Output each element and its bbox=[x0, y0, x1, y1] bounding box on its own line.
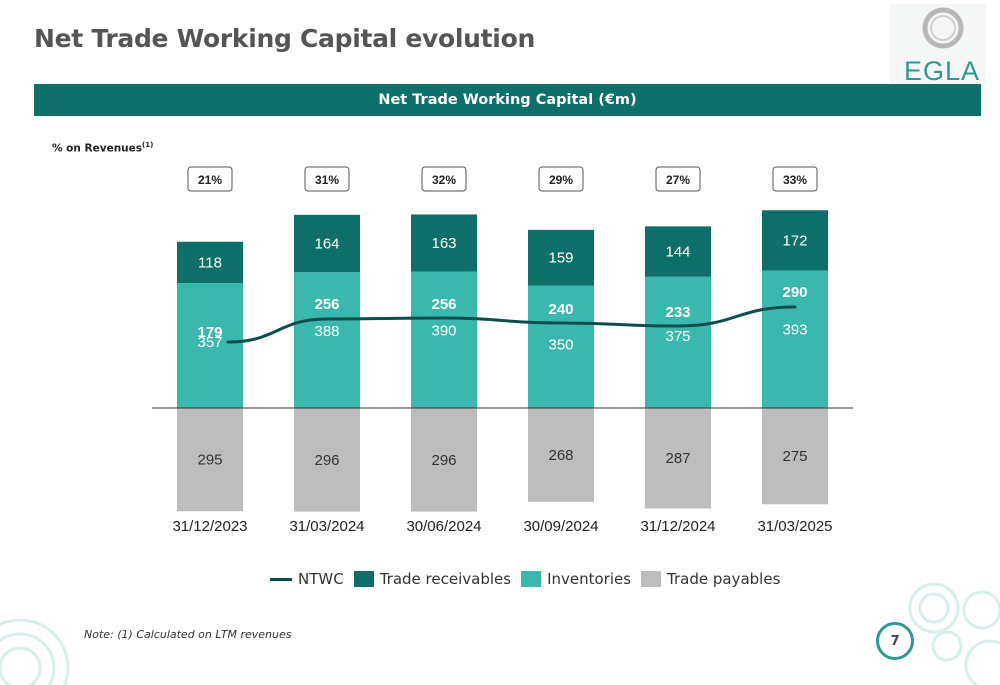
x-tick-label: 31/12/2023 bbox=[172, 518, 247, 535]
data-label-trade-receivables: 164 bbox=[314, 236, 339, 253]
data-label-ntwc: 256 bbox=[314, 296, 339, 313]
pct-on-revenues-value: 33% bbox=[783, 173, 807, 187]
x-tick-label: 30/06/2024 bbox=[406, 518, 481, 535]
data-label-ntwc: 256 bbox=[431, 296, 456, 313]
bar-trade-payables bbox=[645, 408, 711, 509]
page-title: Net Trade Working Capital evolution bbox=[34, 24, 535, 53]
data-label-ntwc: 179 bbox=[197, 324, 222, 341]
bar-inventories bbox=[762, 270, 828, 408]
data-label-trade-receivables: 159 bbox=[548, 250, 573, 267]
pct-on-revenues-label: % on Revenues(1) bbox=[52, 141, 153, 155]
ntwc-line bbox=[226, 305, 797, 344]
bar-trade-receivables bbox=[528, 229, 594, 286]
data-label-inventories: 393 bbox=[782, 321, 807, 338]
pct-on-revenues-value: 27% bbox=[666, 173, 690, 187]
bar-inventories bbox=[294, 272, 360, 408]
pct-box bbox=[655, 166, 701, 192]
legend-item-inventories: Inventories bbox=[521, 570, 631, 588]
ntwc-chart: 118 357 295 31/12/2023 21% 164 388 296 31/03/202… bbox=[152, 166, 853, 535]
bar-inventories bbox=[411, 271, 477, 408]
pct-box bbox=[421, 166, 467, 192]
data-label-trade-payables: 268 bbox=[548, 447, 573, 464]
logo-text: EGLA bbox=[904, 56, 980, 86]
legend-label-trade-payables: Trade payables bbox=[667, 570, 781, 588]
data-label-trade-payables: 296 bbox=[314, 452, 339, 469]
pct-on-revenues-value: 29% bbox=[549, 173, 573, 187]
legend-item-trade-receivables: Trade receivables bbox=[353, 570, 512, 588]
bar-trade-payables bbox=[528, 408, 594, 502]
footnote: Note: (1) Calculated on LTM revenues bbox=[84, 628, 292, 641]
pct-on-revenues-value: 31% bbox=[315, 173, 339, 187]
bar-trade-payables bbox=[177, 408, 243, 512]
data-label-trade-receivables: 144 bbox=[665, 244, 690, 261]
data-label-inventories: 388 bbox=[314, 323, 339, 340]
decorative-pattern-right bbox=[908, 582, 1000, 685]
pct-box bbox=[538, 166, 584, 192]
data-label-trade-payables: 296 bbox=[431, 452, 456, 469]
data-label-inventories: 357 bbox=[197, 334, 222, 351]
bar-trade-receivables bbox=[294, 214, 360, 273]
legend-swatch-trade-payables bbox=[641, 571, 662, 587]
bar-trade-receivables bbox=[762, 210, 828, 271]
pct-label-footnote: (1) bbox=[142, 141, 154, 149]
legend-swatch-trade-receivables bbox=[353, 571, 374, 587]
data-label-inventories: 350 bbox=[548, 337, 573, 354]
bar-inventories bbox=[528, 285, 594, 408]
pct-box bbox=[304, 166, 350, 192]
pct-on-revenues-value: 32% bbox=[432, 173, 456, 187]
legend-item-trade-payables: Trade payables bbox=[641, 570, 780, 588]
page-number-badge: 7 bbox=[876, 622, 914, 660]
bar-trade-payables bbox=[411, 408, 477, 512]
x-tick-label: 31/03/2025 bbox=[757, 518, 832, 535]
bar-trade-receivables bbox=[177, 241, 243, 284]
decorative-pattern-left bbox=[0, 618, 70, 685]
legend-label-trade-receivables: Trade receivables bbox=[379, 570, 512, 588]
data-label-trade-receivables: 163 bbox=[431, 235, 456, 252]
pct-box bbox=[187, 166, 233, 192]
legend-item-ntwc: NTWC bbox=[270, 570, 344, 588]
data-label-trade-receivables: 118 bbox=[198, 254, 222, 271]
data-label-trade-payables: 287 bbox=[665, 450, 690, 467]
data-label-trade-payables: 275 bbox=[782, 448, 807, 465]
legend-label-ntwc: NTWC bbox=[298, 570, 344, 588]
data-label-trade-payables: 295 bbox=[197, 452, 222, 469]
bar-trade-payables bbox=[294, 408, 360, 512]
data-label-ntwc: 290 bbox=[782, 284, 807, 301]
x-tick-label: 31/12/2024 bbox=[640, 518, 715, 535]
chart-legend: NTWC Trade receivables Inventories Trade… bbox=[270, 569, 790, 589]
x-tick-label: 30/09/2024 bbox=[523, 518, 598, 535]
pct-box bbox=[772, 166, 818, 192]
data-label-ntwc: 233 bbox=[665, 304, 690, 321]
bar-trade-receivables bbox=[411, 214, 477, 272]
bar-inventories bbox=[645, 276, 711, 408]
pct-on-revenues-value: 21% bbox=[198, 173, 222, 187]
legend-swatch-inventories bbox=[521, 571, 542, 587]
pct-label-text: % on Revenues bbox=[52, 142, 143, 155]
legend-label-inventories: Inventories bbox=[547, 570, 632, 588]
data-label-trade-receivables: 172 bbox=[782, 232, 807, 249]
chart-banner: Net Trade Working Capital (€m) bbox=[34, 84, 981, 116]
legend-line-ntwc bbox=[270, 577, 292, 581]
egla-logo: EGLA bbox=[886, 4, 986, 86]
bar-trade-receivables bbox=[645, 226, 711, 277]
x-tick-label: 31/03/2024 bbox=[289, 518, 364, 535]
data-label-ntwc: 240 bbox=[548, 301, 573, 318]
bar-trade-payables bbox=[762, 408, 828, 505]
data-label-inventories: 390 bbox=[431, 323, 456, 340]
data-label-inventories: 375 bbox=[665, 328, 690, 345]
bar-inventories bbox=[177, 283, 243, 408]
